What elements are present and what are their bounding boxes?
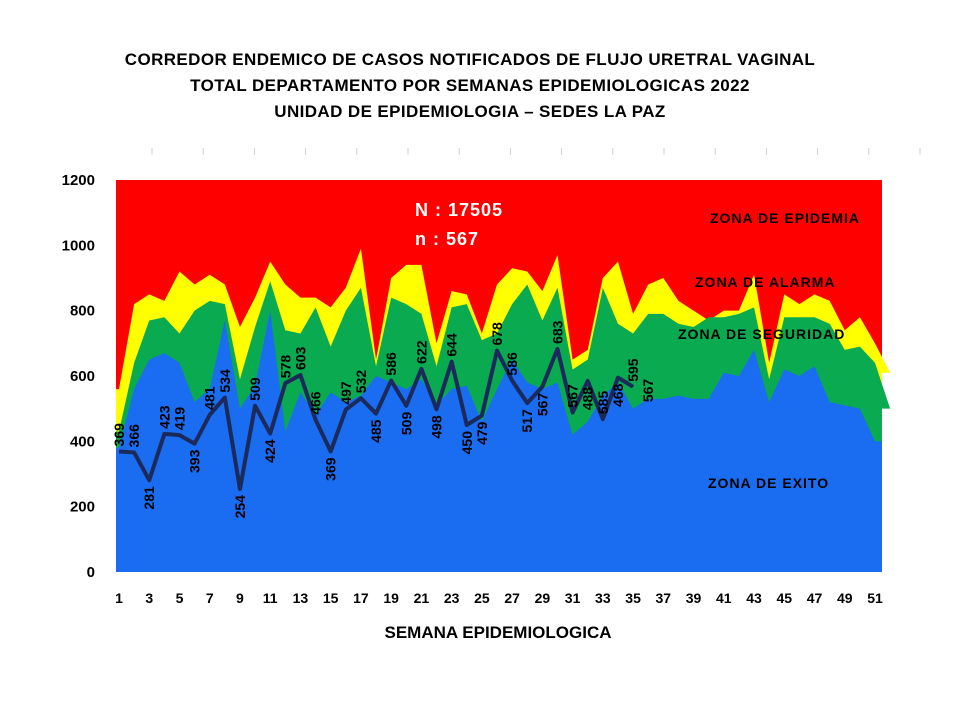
x-tick-label: 27 xyxy=(504,590,520,606)
x-axis: 1 3 5 7 9 11 13 15 17 19 21 23 25 27 29 31 33 35 37 39 41 43 4… xyxy=(115,590,883,642)
data-label: 595 xyxy=(625,358,641,382)
zone-alarma-label: ZONA DE ALARMA xyxy=(695,274,836,290)
y-tick-label: 1000 xyxy=(62,237,95,254)
data-label: 586 xyxy=(504,352,520,376)
data-label: 393 xyxy=(187,449,203,473)
x-tick-label: 7 xyxy=(206,590,214,606)
data-label: 567 xyxy=(565,384,581,408)
y-tick-label: 600 xyxy=(70,368,95,385)
plot-area xyxy=(116,180,891,572)
y-tick-label: 800 xyxy=(70,303,95,320)
x-tick-label: 39 xyxy=(686,590,702,606)
y-axis: 0 200 400 600 800 1000 1200 xyxy=(62,148,921,581)
data-label: 254 xyxy=(232,495,248,519)
x-tick-label: 31 xyxy=(565,590,581,606)
data-label: 281 xyxy=(141,486,157,510)
data-label: 678 xyxy=(489,322,505,346)
x-tick-label: 19 xyxy=(383,590,399,606)
x-tick-label: 29 xyxy=(535,590,551,606)
zone-exito-label: ZONA DE EXITO xyxy=(708,475,829,491)
x-tick-label: 49 xyxy=(837,590,853,606)
x-tick-label: 23 xyxy=(444,590,460,606)
y-tick-label: 400 xyxy=(70,433,95,450)
data-label: 532 xyxy=(353,370,369,394)
x-tick-label: 41 xyxy=(716,590,732,606)
data-label: 419 xyxy=(171,407,187,431)
y-tick-label: 200 xyxy=(70,499,95,516)
data-label: 369 xyxy=(323,457,339,481)
data-label: 567 xyxy=(534,393,550,417)
x-tick-label: 43 xyxy=(746,590,762,606)
data-label: 488 xyxy=(580,387,596,411)
data-label: 578 xyxy=(277,355,293,379)
data-label: 585 xyxy=(595,391,611,415)
chart-title-line-1: CORREDOR ENDEMICO DE CASOS NOTIFICADOS D… xyxy=(124,50,816,69)
y-tick-label: 0 xyxy=(87,564,95,581)
x-tick-label: 15 xyxy=(323,590,339,606)
x-axis-label: SEMANA EPIDEMIOLOGICA xyxy=(385,623,612,642)
data-label: 622 xyxy=(413,340,429,364)
x-tick-label: 47 xyxy=(807,590,823,606)
zone-exito-area xyxy=(116,310,891,572)
total-cases-label: N : 17505 xyxy=(415,200,503,220)
data-label: 366 xyxy=(126,424,142,448)
data-label: 485 xyxy=(368,419,384,443)
data-label: 481 xyxy=(202,386,218,410)
x-tick-label: 21 xyxy=(414,590,430,606)
zone-epidemia-label: ZONA DE EPIDEMIA xyxy=(710,210,860,226)
data-label: 468 xyxy=(610,383,626,407)
data-label: 466 xyxy=(308,391,324,415)
data-label: 534 xyxy=(217,369,233,393)
x-tick-label: 11 xyxy=(263,590,278,606)
x-tick-label: 3 xyxy=(145,590,153,606)
data-label: 517 xyxy=(519,409,535,433)
x-tick-label: 17 xyxy=(353,590,369,606)
data-label: 509 xyxy=(247,377,263,401)
x-tick-label: 51 xyxy=(867,590,883,606)
x-tick-label: 33 xyxy=(595,590,611,606)
data-label: 479 xyxy=(474,421,490,445)
zone-seguridad-label: ZONA DE SEGURIDAD xyxy=(678,326,845,342)
chart-title-line-3: UNIDAD DE EPIDEMIOLOGIA – SEDES LA PAZ xyxy=(274,102,666,121)
data-label: 683 xyxy=(549,320,565,344)
series-line-2022 xyxy=(118,346,635,492)
x-tick-label: 37 xyxy=(656,590,672,606)
x-tick-label: 1 xyxy=(115,590,123,606)
x-tick-label: 35 xyxy=(625,590,641,606)
week-cases-label: n : 567 xyxy=(415,229,479,249)
data-label-extra: 567 xyxy=(640,379,656,403)
data-label: 369 xyxy=(111,423,127,447)
data-label: 603 xyxy=(292,346,308,370)
data-label: 586 xyxy=(383,352,399,376)
data-label: 424 xyxy=(262,439,278,463)
data-label: 509 xyxy=(398,412,414,436)
data-label: 450 xyxy=(459,431,475,455)
chart-title-line-2: TOTAL DEPARTAMENTO POR SEMANAS EPIDEMIOL… xyxy=(190,76,750,95)
y-tick-label: 1200 xyxy=(62,172,95,189)
x-tick-label: 45 xyxy=(776,590,792,606)
x-tick-label: 13 xyxy=(293,590,309,606)
x-tick-label: 9 xyxy=(236,590,244,606)
data-label: 423 xyxy=(156,405,172,429)
x-tick-label: 25 xyxy=(474,590,490,606)
data-label: 644 xyxy=(444,333,460,357)
x-tick-label: 5 xyxy=(176,590,184,606)
data-label: 497 xyxy=(338,381,354,405)
data-label: 498 xyxy=(429,415,445,439)
